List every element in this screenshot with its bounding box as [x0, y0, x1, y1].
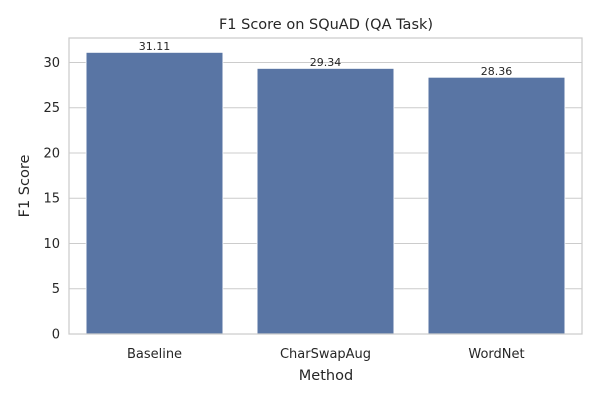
x-axis-label: Method [299, 368, 353, 384]
bar-value-label: 28.36 [481, 65, 513, 78]
y-tick-label: 0 [52, 328, 60, 343]
x-axis-ticks: Baseline CharSwapAug WordNet [127, 347, 525, 362]
plot-frame [68, 37, 583, 335]
chart-title: F1 Score on SQuAD (QA Task) [219, 17, 433, 33]
x-tick-label: Baseline [127, 347, 182, 362]
y-tick-label: 5 [52, 282, 60, 297]
y-axis-label: F1 Score [17, 155, 33, 218]
x-tick-label: CharSwapAug [280, 347, 371, 362]
y-axis-ticks: 0 5 10 15 20 25 30 [43, 56, 60, 343]
y-tick-label: 15 [43, 192, 60, 207]
y-tick-label: 10 [43, 237, 60, 252]
y-tick-label: 20 [43, 146, 60, 161]
bar-value-label: 29.34 [310, 56, 342, 69]
value-labels: 31.11 29.34 28.36 [139, 40, 513, 78]
bar [427, 76, 566, 335]
y-tick-label: 30 [43, 56, 60, 71]
y-tick-label: 25 [43, 101, 60, 116]
bar-value-label: 31.11 [139, 40, 171, 53]
bar [256, 68, 395, 335]
bars [85, 51, 566, 335]
bar [85, 51, 224, 335]
x-tick-label: WordNet [468, 347, 524, 362]
